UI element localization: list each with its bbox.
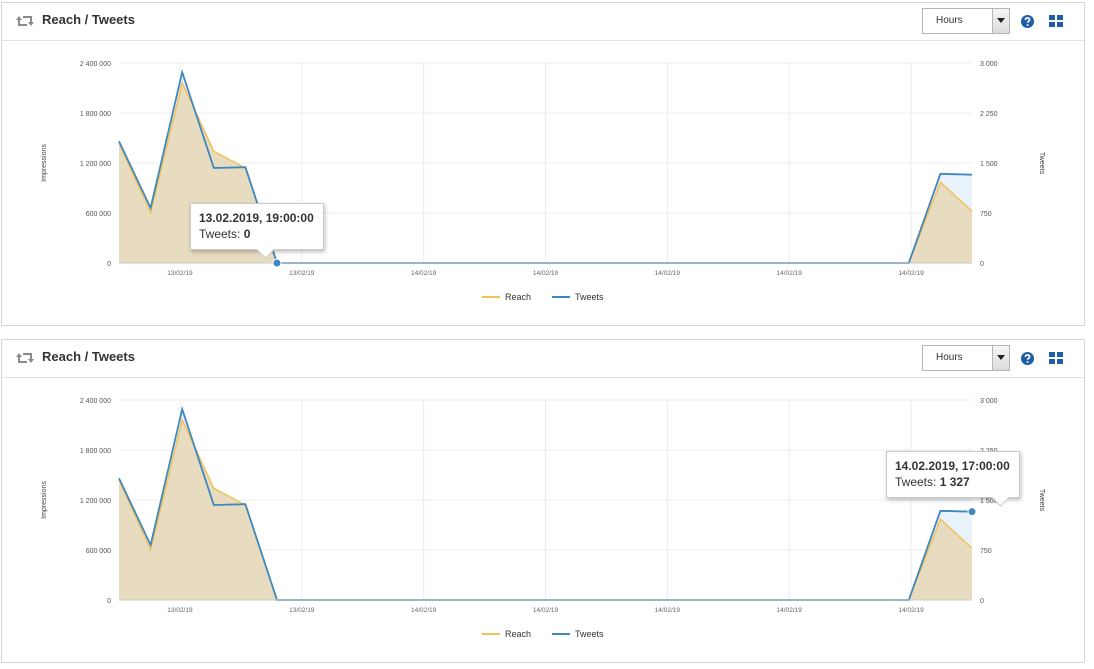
x-tick-label: 14/02/19 <box>533 607 559 614</box>
x-tick-label: 13/02/19 <box>167 607 193 614</box>
hover-point-marker <box>967 507 977 517</box>
grid-view-icon[interactable] <box>1049 15 1063 27</box>
y-tick-label: 600 000 <box>86 211 111 218</box>
tooltip-label: Tweets: <box>895 475 937 489</box>
chart-tooltip: 13.02.2019, 19:00:00 Tweets: 0 <box>190 203 324 259</box>
y-right-tick-label: 3 000 <box>980 398 998 405</box>
y-right-tick-label: 1 500 <box>980 161 998 168</box>
x-tick-label: 14/02/19 <box>655 607 681 614</box>
x-tick-label: 14/02/19 <box>777 270 803 277</box>
x-tick-label: 14/02/19 <box>898 270 924 277</box>
x-tick-label: 14/02/19 <box>898 607 924 614</box>
chart-panel: Reach / Tweets Hours 0 0 600 000 750 1 200 0… <box>1 339 1085 663</box>
x-tick-label: 13/02/19 <box>167 270 193 277</box>
period-select-value: Hours <box>936 15 963 26</box>
retweet-icon <box>16 16 34 26</box>
y-right-axis-title: Tweets <box>1038 152 1045 175</box>
period-select[interactable]: Hours <box>922 8 1010 34</box>
y-axis-title: Impressions <box>41 144 48 182</box>
y-tick-label: 0 <box>107 598 111 605</box>
x-tick-label: 13/02/19 <box>289 270 315 277</box>
panel-header: Reach / Tweets Hours <box>2 3 1084 41</box>
x-tick-label: 14/02/19 <box>777 607 803 614</box>
period-select[interactable]: Hours <box>922 345 1010 371</box>
chart-panel: Reach / Tweets Hours 0 0 600 000 750 1 200 0… <box>1 2 1085 326</box>
y-right-tick-label: 0 <box>980 598 984 605</box>
y-tick-label: 1 800 000 <box>80 111 111 118</box>
reach-tweets-chart: 0 0 600 000 750 1 200 000 1 500 1 800 000 2 250… <box>41 61 1045 302</box>
x-tick-label: 14/02/19 <box>411 607 437 614</box>
hover-point-marker <box>272 258 282 268</box>
y-tick-label: 600 000 <box>86 548 111 555</box>
period-select-value: Hours <box>936 352 963 363</box>
legend-label-reach: Reach <box>505 292 531 302</box>
panel-title: Reach / Tweets <box>42 349 135 364</box>
x-tick-label: 14/02/19 <box>533 270 559 277</box>
reach-area <box>119 420 972 600</box>
panel-header: Reach / Tweets Hours <box>2 340 1084 378</box>
panel-title: Reach / Tweets <box>42 12 135 27</box>
legend-label-tweets: Tweets <box>575 629 604 639</box>
y-tick-label: 1 200 000 <box>80 498 111 505</box>
x-tick-label: 14/02/19 <box>655 270 681 277</box>
grid-view-icon[interactable] <box>1049 352 1063 364</box>
y-tick-label: 1 800 000 <box>80 448 111 455</box>
tooltip-value: 1 327 <box>939 475 970 489</box>
y-tick-label: 0 <box>107 261 111 268</box>
tooltip-label: Tweets: <box>199 227 241 241</box>
tooltip-title: 13.02.2019, 19:00:00 <box>199 211 314 225</box>
y-tick-label: 2 400 000 <box>80 398 111 405</box>
chart-tooltip: 14.02.2019, 17:00:00 Tweets: 1 327 <box>886 451 1020 507</box>
y-right-tick-label: 3 000 <box>980 61 998 68</box>
legend-label-tweets: Tweets <box>575 292 604 302</box>
help-icon[interactable] <box>1021 15 1034 28</box>
legend-label-reach: Reach <box>505 629 531 639</box>
retweet-icon <box>16 353 34 363</box>
help-icon[interactable] <box>1021 352 1034 365</box>
chevron-down-icon[interactable] <box>992 9 1009 33</box>
y-right-tick-label: 2 250 <box>980 111 998 118</box>
y-axis-title: Impressions <box>41 481 48 519</box>
y-right-tick-label: 1 500 <box>980 498 998 505</box>
tooltip-value: 0 <box>243 227 251 241</box>
y-right-tick-label: 0 <box>980 261 984 268</box>
x-tick-label: 13/02/19 <box>289 607 315 614</box>
y-right-tick-label: 750 <box>980 548 992 555</box>
tooltip-title: 14.02.2019, 17:00:00 <box>895 459 1010 473</box>
x-tick-label: 14/02/19 <box>411 270 437 277</box>
chevron-down-icon[interactable] <box>992 346 1009 370</box>
y-tick-label: 2 400 000 <box>80 61 111 68</box>
y-right-tick-label: 750 <box>980 211 992 218</box>
y-right-axis-title: Tweets <box>1038 489 1045 512</box>
y-tick-label: 1 200 000 <box>80 161 111 168</box>
